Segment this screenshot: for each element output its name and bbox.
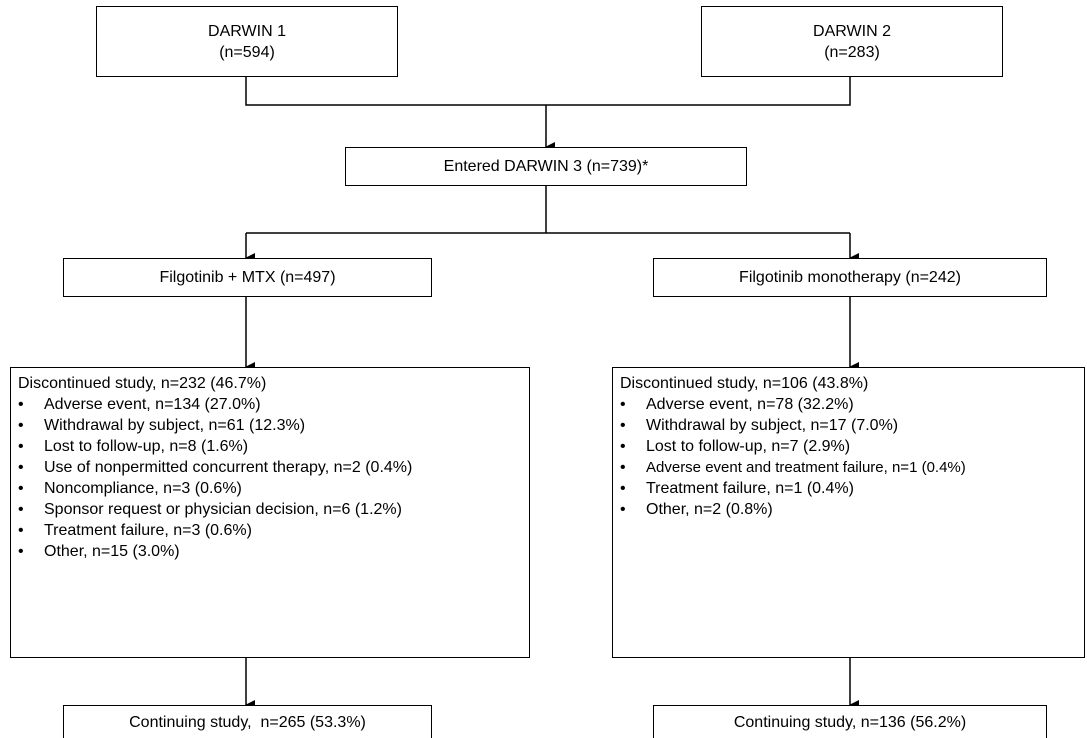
darwin3-box: Entered DARWIN 3 (n=739)* bbox=[345, 147, 747, 186]
bullet-icon: • bbox=[18, 522, 24, 539]
left-arm-box: Filgotinib + MTX (n=497) bbox=[63, 258, 432, 297]
bullet-icon: • bbox=[18, 501, 24, 518]
right-continuing-label: Continuing study, n=136 (56.2%) bbox=[733, 713, 967, 731]
list-item: • Lost to follow-up, n=7 (2.9%) bbox=[620, 436, 1084, 457]
right-discontinued-box: Discontinued study, n=106 (43.8%) • Adver… bbox=[612, 367, 1085, 658]
right-discontinued-header: Discontinued study, n=106 (43.8%) bbox=[620, 375, 869, 392]
bullet-icon: • bbox=[18, 396, 24, 413]
list-item: • Withdrawal by subject, n=17 (7.0%) bbox=[620, 415, 1084, 436]
bullet-icon: • bbox=[18, 543, 24, 560]
list-item-text: Adverse event, n=78 (32.2%) bbox=[646, 396, 854, 413]
darwin1-count: (n=594) bbox=[219, 43, 275, 61]
list-item-text: Adverse event and treatment failure, n=1… bbox=[646, 459, 966, 476]
darwin2-title: DARWIN 2 bbox=[813, 22, 891, 40]
list-item-text: Treatment failure, n=1 (0.4%) bbox=[646, 480, 854, 497]
darwin1-title: DARWIN 1 bbox=[208, 22, 286, 40]
left-discontinued-list: • Adverse event, n=134 (27.0%) • Withdrawa… bbox=[18, 394, 529, 562]
right-arm-box: Filgotinib monotherapy (n=242) bbox=[653, 258, 1047, 297]
darwin2-box: DARWIN 2 (n=283) bbox=[701, 6, 1003, 77]
list-item: • Other, n=2 (0.8%) bbox=[620, 499, 1084, 520]
list-item-text: Sponsor request or physician decision, n… bbox=[44, 501, 402, 518]
darwin1-box: DARWIN 1 (n=594) bbox=[96, 6, 398, 77]
bullet-icon: • bbox=[18, 438, 24, 455]
list-item-text: Other, n=2 (0.8%) bbox=[646, 501, 773, 518]
bullet-icon: • bbox=[620, 459, 626, 476]
list-item-text: Adverse event, n=134 (27.0%) bbox=[44, 396, 261, 413]
list-item-text: Noncompliance, n=3 (0.6%) bbox=[44, 480, 242, 497]
darwin2-count: (n=283) bbox=[824, 43, 880, 61]
list-item-text: Lost to follow-up, n=7 (2.9%) bbox=[646, 438, 851, 455]
list-item-text: Withdrawal by subject, n=17 (7.0%) bbox=[646, 417, 899, 434]
bullet-icon: • bbox=[620, 396, 626, 413]
bullet-icon: • bbox=[620, 438, 626, 455]
list-item: • Other, n=15 (3.0%) bbox=[18, 541, 529, 562]
right-continuing-box: Continuing study, n=136 (56.2%) bbox=[653, 705, 1047, 738]
list-item-text: Treatment failure, n=3 (0.6%) bbox=[44, 522, 252, 539]
left-continuing-box: Continuing study, n=265 (53.3%) bbox=[63, 705, 432, 738]
right-discontinued-list: • Adverse event, n=78 (32.2%) • Withdrawal… bbox=[620, 394, 1084, 520]
list-item: • Adverse event and treatment failure, n=… bbox=[620, 457, 1084, 478]
right-arm-label: Filgotinib monotherapy (n=242) bbox=[739, 269, 961, 286]
bullet-icon: • bbox=[18, 480, 24, 497]
list-item: • Treatment failure, n=1 (0.4%) bbox=[620, 478, 1084, 499]
left-arm-label: Filgotinib + MTX (n=497) bbox=[159, 269, 336, 286]
left-discontinued-box: Discontinued study, n=232 (46.7%) • Adver… bbox=[10, 367, 530, 658]
bullet-icon: • bbox=[620, 480, 626, 497]
list-item: • Noncompliance, n=3 (0.6%) bbox=[18, 478, 529, 499]
merge-connector bbox=[245, 77, 851, 106]
list-item-text: Other, n=15 (3.0%) bbox=[44, 543, 180, 560]
list-item: • Adverse event, n=78 (32.2%) bbox=[620, 394, 1084, 415]
bullet-icon: • bbox=[18, 417, 24, 434]
list-item: • Use of nonpermitted concurrent therapy,… bbox=[18, 457, 529, 478]
bullet-icon: • bbox=[18, 459, 24, 476]
left-discontinued-header: Discontinued study, n=232 (46.7%) bbox=[18, 375, 267, 392]
list-item: • Withdrawal by subject, n=61 (12.3%) bbox=[18, 415, 529, 436]
darwin3-label: Entered DARWIN 3 (n=739)* bbox=[443, 158, 649, 175]
list-item: • Treatment failure, n=3 (0.6%) bbox=[18, 520, 529, 541]
list-item: • Adverse event, n=134 (27.0%) bbox=[18, 394, 529, 415]
left-continuing-label: Continuing study, n=265 (53.3%) bbox=[129, 713, 366, 731]
list-item: • Sponsor request or physician decision, … bbox=[18, 499, 529, 520]
list-item-text: Withdrawal by subject, n=61 (12.3%) bbox=[44, 417, 306, 434]
list-item-text: Use of nonpermitted concurrent therapy, … bbox=[44, 459, 413, 476]
list-item: • Lost to follow-up, n=8 (1.6%) bbox=[18, 436, 529, 457]
bullet-icon: • bbox=[620, 501, 626, 518]
list-item-text: Lost to follow-up, n=8 (1.6%) bbox=[44, 438, 249, 455]
bullet-icon: • bbox=[620, 417, 626, 434]
